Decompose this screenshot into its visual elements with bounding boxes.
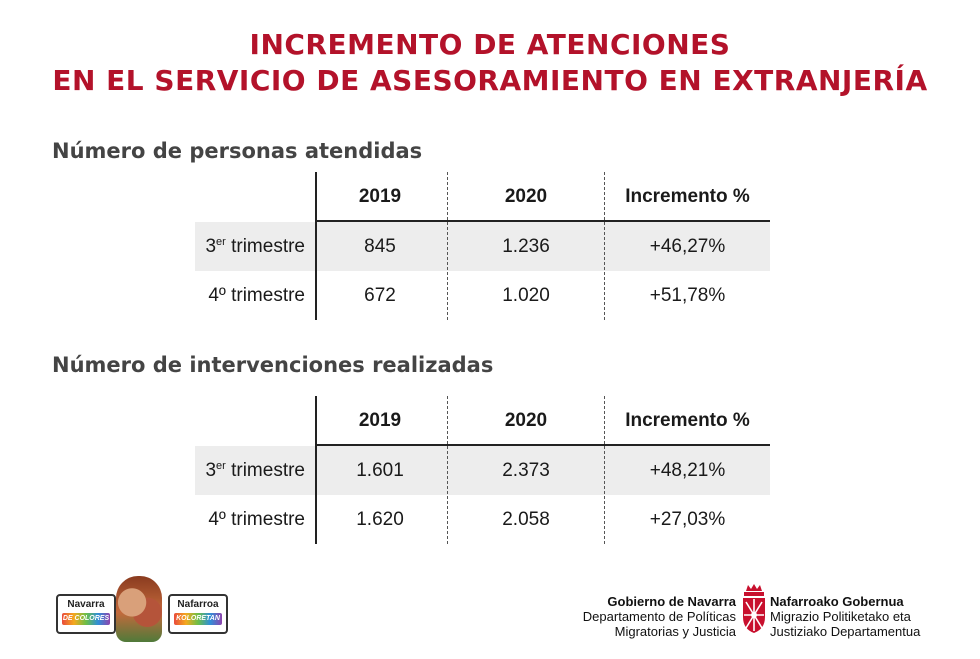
table-row: 4º trimestre 1.620 2.058 +27,03% <box>195 495 770 544</box>
cell-2019: 845 <box>364 236 396 257</box>
col-header-2019: 2019 <box>358 186 402 207</box>
row-label: 3er trimestre <box>205 460 305 481</box>
cell-2020: 2.373 <box>502 460 550 481</box>
section-title-intervenciones: Número de intervenciones realizadas <box>52 353 494 377</box>
col-header-2020: 2020 <box>504 186 548 207</box>
cell-increment: +46,27% <box>649 236 726 257</box>
navarra-shield-icon <box>743 584 765 633</box>
column-divider <box>447 172 448 320</box>
table-intervenciones: 2019 2020 Incremento % 3er trimestre 1.6… <box>195 396 770 544</box>
table-row: 4º trimestre 672 1.020 +51,78% <box>195 271 770 320</box>
cell-increment: +51,78% <box>649 285 726 306</box>
cell-increment: +48,21% <box>649 460 726 481</box>
header-divider <box>315 444 770 446</box>
row-label: 3er trimestre <box>205 236 305 257</box>
header-divider <box>315 220 770 222</box>
row-label: 4º trimestre <box>208 285 305 306</box>
table-header-row: 2019 2020 Incremento % <box>195 172 770 221</box>
label-divider <box>315 396 317 544</box>
section-title-personas: Número de personas atendidas <box>52 139 423 163</box>
label-divider <box>315 172 317 320</box>
table-row: 3er trimestre 845 1.236 +46,27% <box>195 222 770 271</box>
page-title-line-2: EN EL SERVICIO DE ASESORAMIENTO EN EXTRA… <box>52 64 928 97</box>
table-personas: 2019 2020 Incremento % 3er trimestre 845… <box>195 172 770 320</box>
faces-illustration-icon <box>116 576 162 642</box>
cell-2020: 1.020 <box>502 285 550 306</box>
cell-2020: 1.236 <box>502 236 550 257</box>
navarra-de-colores-logo: Navarra DE COLORES Nafarroa KOLORETAN <box>56 574 228 644</box>
cell-increment: +27,03% <box>649 509 726 530</box>
cell-2020: 2.058 <box>502 509 550 530</box>
col-header-2019: 2019 <box>358 410 402 431</box>
col-header-increment: Incremento % <box>625 186 750 207</box>
badge-navarra: Navarra DE COLORES <box>56 594 116 634</box>
cell-2019: 1.601 <box>356 460 404 481</box>
column-divider <box>604 396 605 544</box>
gov-name-eu: Nafarroako Gobernua Migrazio Politiketak… <box>770 594 921 639</box>
row-label: 4º trimestre <box>208 509 305 530</box>
badge-nafarroa: Nafarroa KOLORETAN <box>168 594 228 634</box>
col-header-2020: 2020 <box>504 410 548 431</box>
table-row: 3er trimestre 1.601 2.373 +48,21% <box>195 446 770 495</box>
cell-2019: 1.620 <box>356 509 404 530</box>
cell-2019: 672 <box>364 285 396 306</box>
table-header-row: 2019 2020 Incremento % <box>195 396 770 445</box>
page-title-line-1: INCREMENTO DE ATENCIONES <box>249 28 731 61</box>
column-divider <box>604 172 605 320</box>
gov-name-es: Gobierno de Navarra Departamento de Polí… <box>582 594 736 639</box>
col-header-increment: Incremento % <box>625 410 750 431</box>
column-divider <box>447 396 448 544</box>
